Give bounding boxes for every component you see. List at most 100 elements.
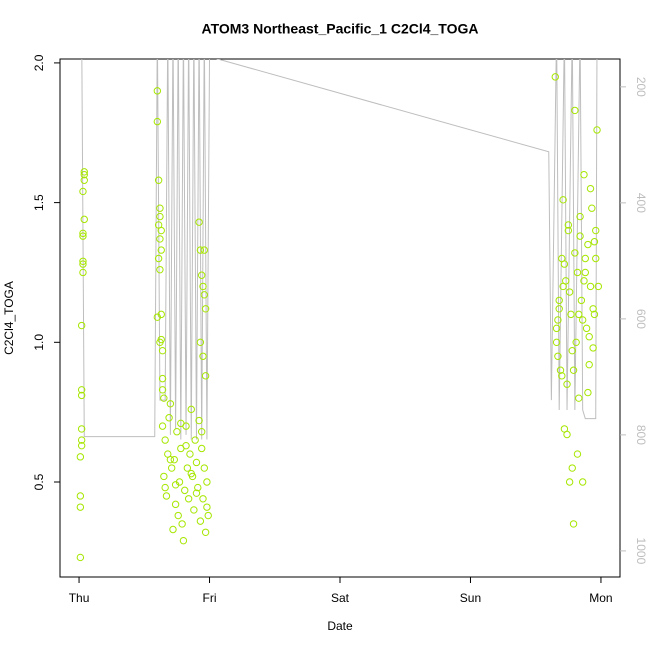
data-point [584, 240, 592, 249]
data-point [578, 316, 587, 324]
data-point [555, 305, 563, 313]
data-point [569, 520, 578, 528]
data-point [79, 232, 87, 240]
data-point [203, 478, 211, 486]
data-point [551, 73, 559, 81]
data-point [156, 338, 164, 347]
data-point [582, 324, 591, 333]
data-point [156, 235, 164, 243]
data-point [76, 553, 85, 562]
data-point [191, 436, 199, 444]
x-tick-label: Mon [589, 591, 612, 605]
data-point [556, 366, 565, 374]
data-point [165, 414, 173, 422]
data-point [575, 310, 583, 319]
data-point [564, 226, 573, 235]
y2-tick-label: 1000 [634, 538, 648, 565]
data-point [77, 441, 86, 450]
data-point [158, 422, 167, 430]
data-point [580, 170, 588, 179]
data-point [192, 489, 201, 497]
data-point [153, 87, 162, 95]
y2-tick-label: 400 [634, 193, 648, 213]
data-point [153, 117, 162, 126]
data-point [157, 226, 165, 235]
data-point [76, 503, 85, 511]
data-point [589, 305, 597, 313]
data-point [156, 204, 164, 212]
data-point [559, 196, 567, 204]
data-point [166, 455, 175, 464]
data-point [197, 444, 206, 453]
data-point [79, 257, 87, 265]
data-point [200, 291, 209, 299]
data-point [79, 268, 87, 277]
data-point [196, 338, 205, 347]
data-point [581, 268, 589, 277]
data-point [201, 305, 210, 313]
chart-title: ATOM3 Northeast_Pacific_1 C2Cl4_TOGA [202, 21, 479, 37]
data-point [76, 492, 85, 500]
data-point [184, 495, 193, 503]
data-point [186, 450, 194, 458]
data-point [196, 246, 205, 254]
data-point [575, 394, 583, 402]
data-point [558, 372, 566, 380]
data-point [580, 277, 588, 285]
data-point [77, 391, 86, 400]
data-point [77, 425, 86, 433]
y2-tick-label: 800 [634, 425, 648, 445]
data-point [162, 492, 171, 500]
data-point [181, 486, 189, 495]
y-tick-label: 1.0 [32, 334, 46, 351]
data-point [171, 500, 180, 509]
data-point [555, 296, 563, 305]
data-point [584, 388, 592, 397]
data-point [590, 238, 599, 246]
data-point [576, 232, 584, 240]
x-tick-label: Sat [331, 591, 350, 605]
y-tick-label: 0.5 [32, 473, 46, 490]
y-axis-label: C2Cl4_TOGA [2, 281, 16, 355]
data-point [178, 520, 186, 528]
data-point [169, 525, 177, 534]
data-point [196, 517, 205, 525]
data-point [174, 511, 182, 520]
y2-tick-label: 600 [634, 309, 648, 329]
data-point [79, 187, 87, 196]
data-point [585, 360, 593, 369]
data-point [77, 436, 86, 444]
data-point [552, 324, 561, 333]
data-point [573, 268, 582, 277]
data-point [576, 212, 584, 221]
data-point [568, 464, 576, 472]
data-point [199, 352, 207, 360]
data-point [552, 338, 561, 347]
data-point [156, 265, 164, 274]
data-point [154, 254, 163, 263]
data-point [201, 372, 210, 380]
data-point [192, 458, 201, 467]
data-point [573, 450, 582, 458]
data-point [572, 338, 580, 347]
data-point [195, 218, 203, 226]
data-point [158, 386, 167, 394]
data-point [160, 472, 168, 481]
x-tick-label: Sun [460, 591, 481, 605]
data-point [593, 126, 601, 134]
data-point [590, 310, 599, 319]
data-point [565, 478, 574, 486]
data-point [187, 405, 195, 414]
data-point [161, 436, 169, 444]
y2-tick-label: 200 [634, 77, 648, 97]
data-point [592, 226, 600, 235]
data-point [195, 416, 203, 425]
data-point [560, 260, 569, 268]
data-point [76, 453, 85, 461]
data-point [154, 176, 163, 184]
y-tick-label: 2.0 [32, 54, 46, 71]
data-point [588, 204, 596, 212]
data-point [171, 481, 180, 489]
data-point [80, 215, 88, 224]
